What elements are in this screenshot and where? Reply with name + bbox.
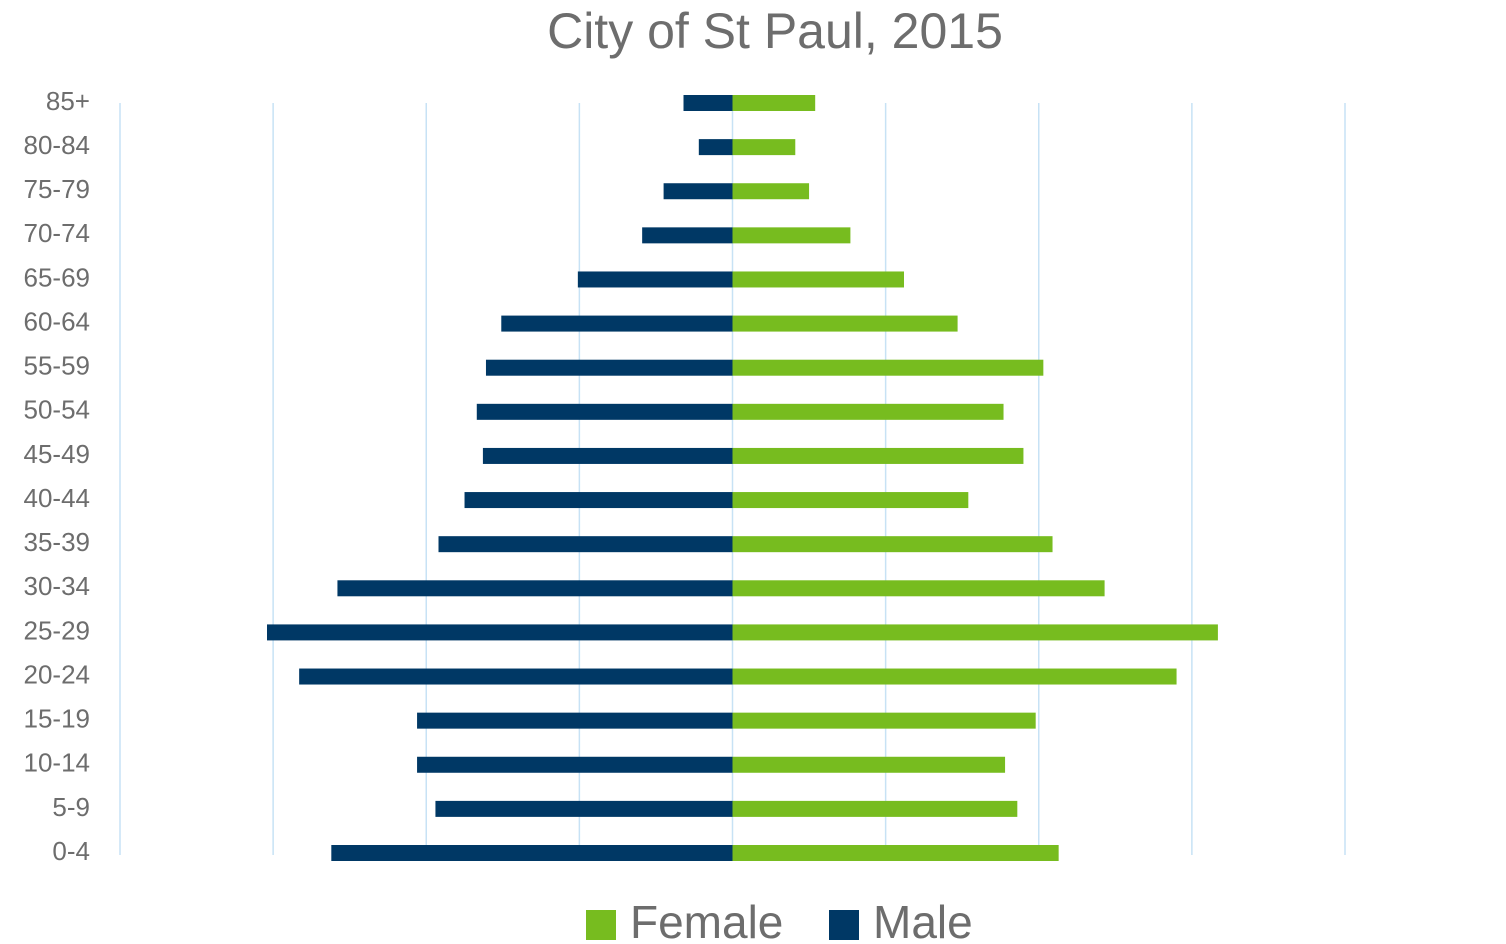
bar bbox=[732, 756, 1006, 773]
bar bbox=[501, 315, 733, 332]
y-tick-label: 65-69 bbox=[24, 262, 91, 292]
bar bbox=[438, 536, 733, 553]
chart-title: City of St Paul, 2015 bbox=[547, 3, 1003, 59]
bar bbox=[732, 315, 958, 332]
bar bbox=[331, 845, 733, 861]
legend-label: Male bbox=[873, 896, 973, 944]
bar bbox=[464, 492, 733, 509]
bar bbox=[732, 183, 810, 200]
y-tick-label: 85+ bbox=[46, 86, 90, 116]
y-tick-label: 55-59 bbox=[24, 351, 91, 381]
y-tick-label: 15-19 bbox=[24, 704, 91, 734]
legend-swatch bbox=[829, 910, 859, 940]
bar bbox=[642, 227, 733, 244]
bar bbox=[732, 139, 796, 156]
y-tick-label: 60-64 bbox=[24, 306, 91, 336]
y-tick-label: 50-54 bbox=[24, 395, 91, 425]
y-tick-label: 80-84 bbox=[24, 130, 91, 160]
bar bbox=[732, 447, 1024, 464]
y-tick-label: 30-34 bbox=[24, 571, 91, 601]
y-tick-label: 20-24 bbox=[24, 659, 91, 689]
bar bbox=[732, 712, 1036, 729]
y-tick-label: 45-49 bbox=[24, 439, 91, 469]
bar bbox=[732, 95, 816, 111]
bar bbox=[417, 712, 733, 729]
bar bbox=[732, 800, 1018, 817]
bar bbox=[485, 359, 733, 376]
y-tick-label: 0-4 bbox=[52, 836, 90, 866]
bar bbox=[732, 492, 969, 509]
bar bbox=[299, 668, 733, 685]
bar bbox=[732, 359, 1044, 376]
bar bbox=[732, 271, 904, 288]
bar bbox=[683, 95, 733, 111]
bar bbox=[577, 271, 733, 288]
bar bbox=[732, 227, 851, 244]
bar bbox=[732, 668, 1177, 685]
y-tick-label: 10-14 bbox=[24, 748, 91, 778]
bar bbox=[732, 580, 1105, 597]
bar bbox=[267, 624, 733, 641]
bar bbox=[417, 756, 733, 773]
bar bbox=[732, 624, 1218, 641]
y-tick-label: 75-79 bbox=[24, 174, 91, 204]
bar bbox=[476, 403, 733, 420]
bar bbox=[337, 580, 733, 597]
y-tick-label: 35-39 bbox=[24, 527, 91, 557]
bar bbox=[732, 536, 1053, 553]
bar bbox=[435, 800, 733, 817]
legend-label: Female bbox=[630, 896, 783, 944]
y-tick-label: 70-74 bbox=[24, 218, 91, 248]
bar bbox=[482, 447, 733, 464]
legend-swatch bbox=[586, 910, 616, 940]
y-tick-label: 5-9 bbox=[52, 792, 90, 822]
y-tick-label: 25-29 bbox=[24, 615, 91, 645]
y-tick-label: 40-44 bbox=[24, 483, 91, 513]
bar bbox=[732, 403, 1004, 420]
bar bbox=[732, 845, 1059, 861]
bar bbox=[698, 139, 733, 156]
bar bbox=[663, 183, 733, 200]
